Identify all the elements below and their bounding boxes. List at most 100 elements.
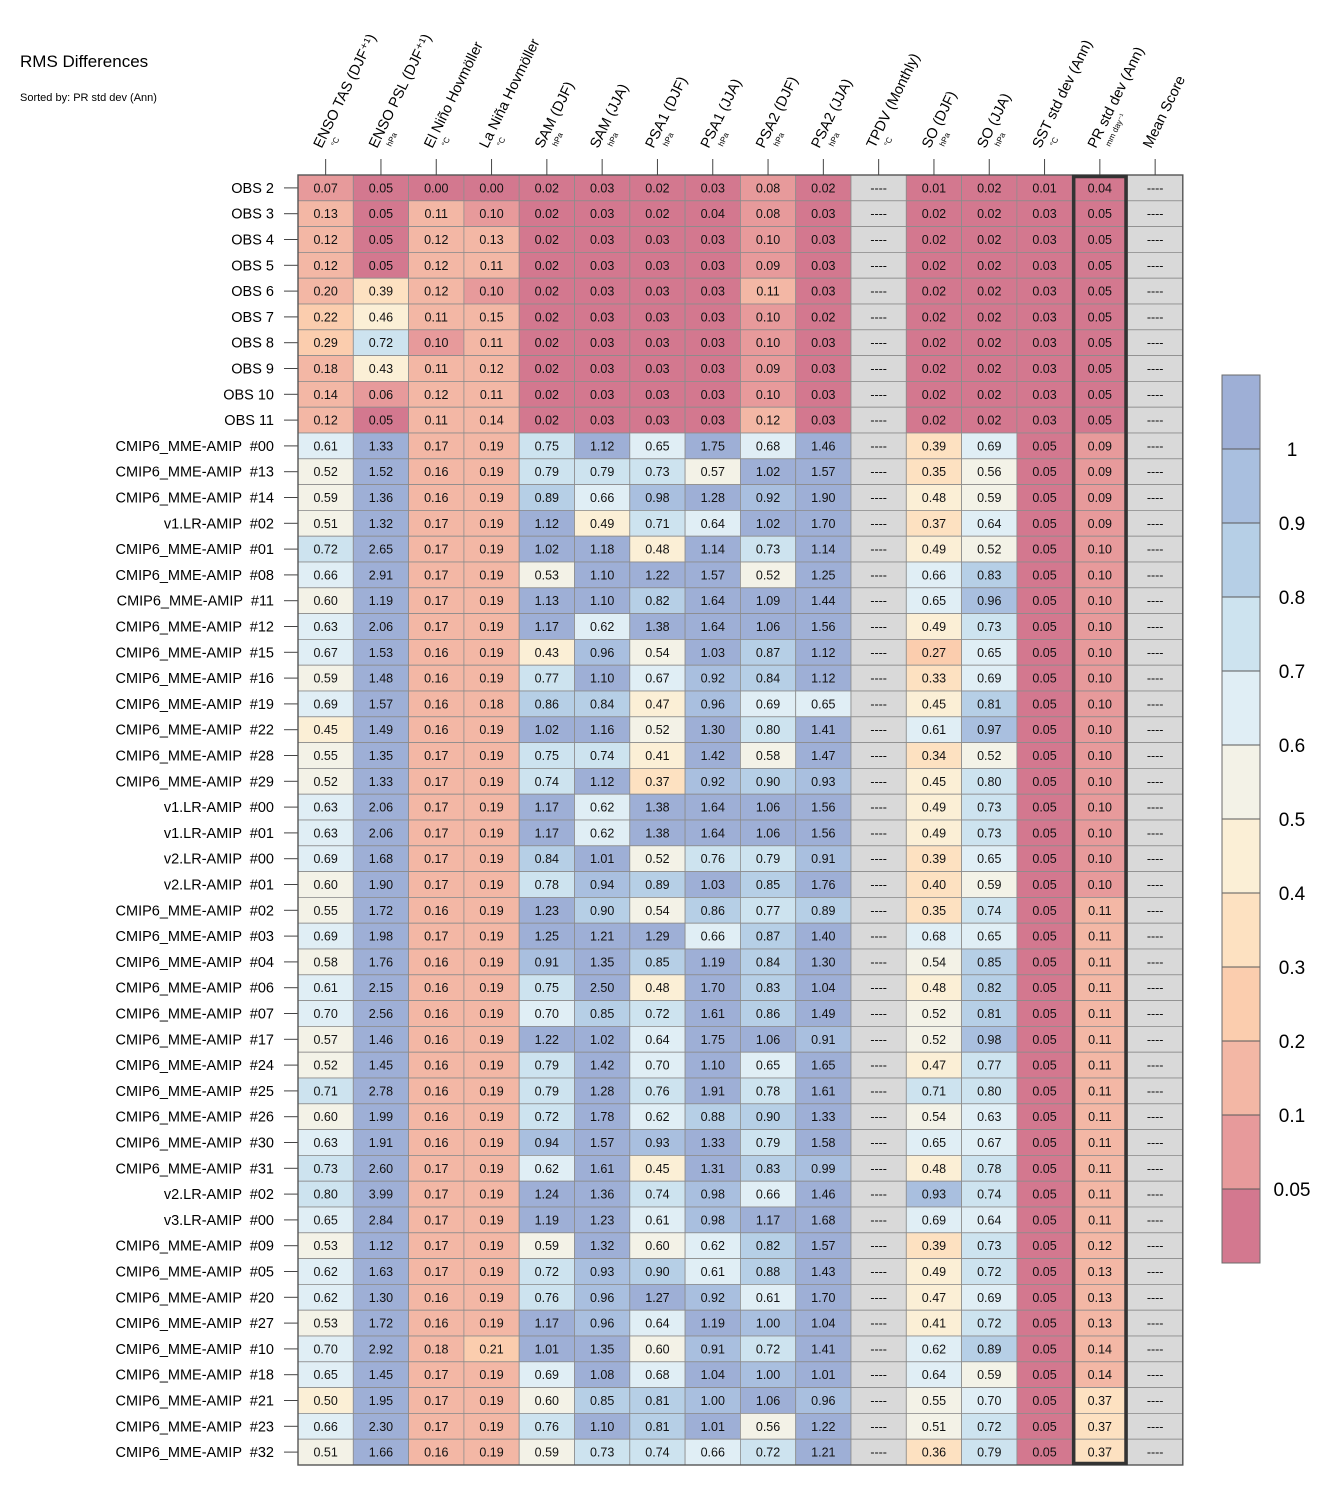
heatmap-cell [1071, 251, 1128, 279]
cell-value-label: 1.47 [811, 749, 835, 763]
heatmap-cell [518, 664, 575, 692]
heatmap-cell [408, 200, 465, 228]
cell-value-label: 1.32 [590, 1239, 614, 1253]
heatmap-cell [1016, 432, 1073, 460]
cell-value-label: 0.37 [1088, 1394, 1112, 1408]
cell-value-label: 0.46 [369, 310, 393, 324]
heatmap-cell [1016, 1206, 1073, 1234]
heatmap-cell [574, 974, 631, 1001]
heatmap-cell [297, 561, 354, 589]
cell-value-label: 0.02 [977, 414, 1001, 428]
cell-value-label: 0.02 [922, 362, 946, 376]
cell-value-label: 0.11 [1088, 1033, 1111, 1047]
cell-value-label: 0.11 [1088, 1007, 1111, 1021]
heatmap-cell [629, 922, 686, 950]
row-label: OBS 10 [223, 387, 274, 403]
cell-value-label: 0.02 [535, 388, 559, 402]
cell-value-label: ---- [1147, 955, 1164, 969]
cell-value-label: 0.68 [756, 439, 780, 453]
heatmap-cell [905, 871, 962, 898]
cell-value-label: 0.74 [645, 1188, 669, 1202]
cell-value-label: 1.19 [701, 1317, 725, 1331]
heatmap-cell [1016, 1309, 1073, 1337]
heatmap-cell [850, 871, 907, 898]
cell-value-label: 0.15 [479, 310, 503, 324]
heatmap-cell [1016, 639, 1073, 666]
heatmap-cell [905, 380, 962, 408]
cell-value-label: 0.83 [977, 568, 1001, 582]
heatmap-cell [518, 406, 575, 434]
cell-value-label: 0.19 [479, 1059, 503, 1073]
heatmap-cell [463, 200, 520, 228]
cell-value-label: 0.78 [756, 1084, 780, 1098]
cell-value-label: 0.76 [701, 852, 725, 866]
heatmap-cell [408, 716, 465, 743]
row-label: CMIP6_MME-AMIP #15 [116, 645, 274, 661]
cell-value-label: 0.19 [479, 852, 503, 866]
cell-value-label: ---- [1147, 181, 1164, 195]
cell-value-label: 0.35 [922, 904, 946, 918]
cell-value-label: 0.39 [922, 1239, 946, 1253]
cell-value-label: 0.65 [313, 1368, 337, 1382]
heatmap-cell [463, 1129, 520, 1156]
heatmap-cell [850, 1000, 907, 1027]
heatmap-cell [463, 251, 520, 279]
cell-value-label: 0.05 [1088, 336, 1112, 350]
heatmap-cell [297, 406, 354, 434]
cell-value-label: 0.19 [479, 1239, 503, 1253]
cell-value-label: 0.76 [645, 1084, 669, 1098]
cell-value-label: 2.15 [369, 981, 393, 995]
cell-value-label: 0.19 [479, 439, 503, 453]
cell-value-label: ---- [870, 646, 887, 660]
heatmap-cell [905, 1387, 962, 1414]
cell-value-label: 0.02 [535, 362, 559, 376]
cell-value-label: 0.69 [756, 697, 780, 711]
cell-value-label: 0.49 [922, 543, 946, 557]
cell-value-label: ---- [1147, 826, 1164, 840]
cell-value-label: 0.43 [535, 646, 559, 660]
cell-value-label: 0.65 [313, 1213, 337, 1227]
cell-value-label: 0.11 [1088, 1162, 1111, 1176]
cell-value-label: ---- [870, 594, 887, 608]
cell-value-label: 0.05 [1088, 362, 1112, 376]
cell-value-label: 0.72 [977, 1265, 1001, 1279]
cell-value-label: 0.02 [977, 310, 1001, 324]
heatmap-cell [1127, 1413, 1184, 1440]
heatmap-cell [1127, 355, 1184, 382]
heatmap-cell [297, 664, 354, 692]
colorbar-segment [1222, 893, 1260, 968]
cell-value-label: 1.43 [811, 1265, 835, 1279]
heatmap-cell [905, 845, 962, 872]
heatmap-cell [408, 406, 465, 434]
cell-value-label: 0.21 [479, 1342, 503, 1356]
heatmap-cell [1016, 355, 1073, 382]
heatmap-cell [684, 664, 741, 692]
cell-value-label: ---- [1147, 1110, 1164, 1124]
heatmap-cell [905, 561, 962, 589]
cell-value-label: 0.02 [977, 259, 1001, 273]
cell-value-label: ---- [1147, 543, 1164, 557]
heatmap-cell [795, 355, 852, 382]
cell-value-label: 0.12 [424, 259, 448, 273]
cell-value-label: 0.03 [645, 259, 669, 273]
cell-value-label: 0.13 [313, 207, 337, 221]
heatmap-cell [629, 664, 686, 692]
cell-value-label: 0.10 [424, 336, 448, 350]
heatmap-cell [961, 1206, 1018, 1234]
cell-value-label: 0.65 [977, 646, 1001, 660]
heatmap-cell [463, 871, 520, 898]
cell-value-label: 0.10 [1088, 568, 1112, 582]
cell-value-label: 0.11 [1088, 930, 1111, 944]
cell-value-label: 0.11 [425, 207, 448, 221]
cell-value-label: 0.17 [424, 1213, 448, 1227]
heatmap-cell [574, 1155, 631, 1182]
colorbar-segment [1222, 671, 1260, 746]
cell-value-label: 0.19 [479, 1317, 503, 1331]
heatmap-cell [408, 561, 465, 589]
cell-value-label: 0.05 [1088, 388, 1112, 402]
cell-value-label: 0.67 [977, 1136, 1001, 1150]
cell-value-label: 0.01 [922, 181, 946, 195]
heatmap-cell [684, 1129, 741, 1156]
cell-value-label: 1.56 [811, 620, 835, 634]
cell-value-label: 0.12 [424, 233, 448, 247]
